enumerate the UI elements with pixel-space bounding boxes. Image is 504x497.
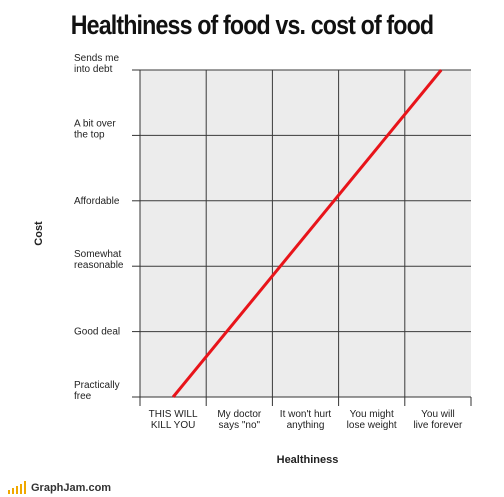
bar-chart-icon xyxy=(8,481,26,494)
y-tick-label: A bit over the top xyxy=(74,118,116,140)
x-tick-label: THIS WILL KILL YOU xyxy=(149,409,198,431)
y-tick-label: Practically free xyxy=(74,380,120,402)
y-tick-label: Sends me into debt xyxy=(74,53,119,75)
x-tick-label: It won't hurt anything xyxy=(280,409,332,431)
y-tick-label: Somewhat reasonable xyxy=(74,249,124,271)
series-line-0 xyxy=(171,69,443,398)
graphjam-logo[interactable]: GraphJam.com xyxy=(8,480,111,494)
x-tick-label: You will live forever xyxy=(413,409,463,431)
logo-text: GraphJam.com xyxy=(31,482,112,494)
chart-title: Healthiness of food vs. cost of food xyxy=(70,10,434,40)
y-tick-label: Good deal xyxy=(74,327,120,338)
y-axis-label: Cost xyxy=(33,221,45,246)
x-tick-label: You might lose weight xyxy=(347,409,397,431)
x-tick-label: My doctor says "no" xyxy=(217,409,262,431)
x-axis-label: Healthiness xyxy=(277,454,339,466)
y-tick-label: Affordable xyxy=(74,196,120,207)
